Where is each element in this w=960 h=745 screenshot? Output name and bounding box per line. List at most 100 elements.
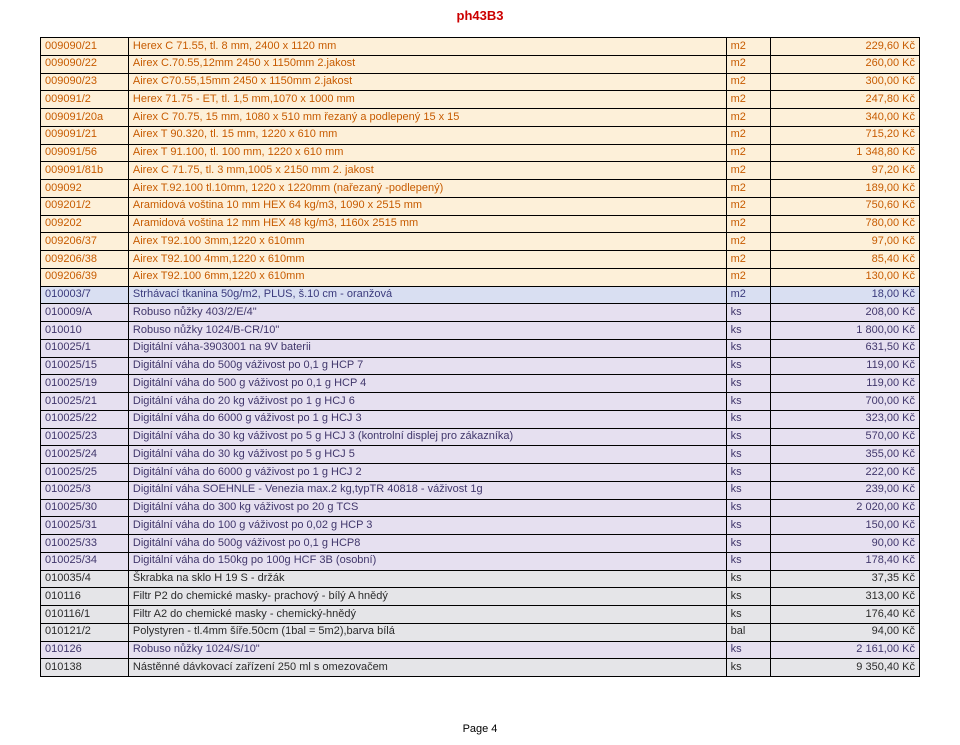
- cell-price: 37,35 Kč: [770, 570, 919, 588]
- table-row: 010025/15Digitální váha do 500g váživost…: [41, 357, 920, 375]
- cell-unit: ks: [726, 552, 770, 570]
- cell-unit: m2: [726, 91, 770, 109]
- table-row: 010025/1Digitální váha-3903001 na 9V bat…: [41, 339, 920, 357]
- cell-desc: Airex T 91.100, tl. 100 mm, 1220 x 610 m…: [128, 144, 726, 162]
- cell-desc: Robuso nůžky 403/2/E/4": [128, 304, 726, 322]
- cell-price: 340,00 Kč: [770, 109, 919, 127]
- cell-unit: ks: [726, 322, 770, 340]
- cell-price: 780,00 Kč: [770, 215, 919, 233]
- cell-unit: m2: [726, 180, 770, 198]
- cell-price: 94,00 Kč: [770, 623, 919, 641]
- cell-unit: ks: [726, 499, 770, 517]
- cell-unit: ks: [726, 481, 770, 499]
- cell-code: 009201/2: [41, 197, 129, 215]
- table-row: 010009/ARobuso nůžky 403/2/E/4"ks208,00 …: [41, 304, 920, 322]
- cell-code: 010025/33: [41, 535, 129, 553]
- cell-price: 90,00 Kč: [770, 535, 919, 553]
- cell-desc: Digitální váha do 100 g váživost po 0,02…: [128, 517, 726, 535]
- cell-code: 010025/23: [41, 428, 129, 446]
- table-row: 009090/23Airex C70.55,15mm 2450 x 1150mm…: [41, 73, 920, 91]
- cell-unit: m2: [726, 38, 770, 56]
- cell-desc: Filtr A2 do chemické masky - chemický-hn…: [128, 606, 726, 624]
- cell-desc: Airex C 71.75, tl. 3 mm,1005 x 2150 mm 2…: [128, 162, 726, 180]
- cell-desc: Airex T 90.320, tl. 15 mm, 1220 x 610 mm: [128, 126, 726, 144]
- cell-price: 570,00 Kč: [770, 428, 919, 446]
- cell-price: 2 020,00 Kč: [770, 499, 919, 517]
- cell-price: 97,20 Kč: [770, 162, 919, 180]
- cell-price: 1 348,80 Kč: [770, 144, 919, 162]
- table-row: 009090/21Herex C 71.55, tl. 8 mm, 2400 x…: [41, 38, 920, 56]
- cell-unit: m2: [726, 286, 770, 304]
- cell-unit: m2: [726, 268, 770, 286]
- cell-code: 010121/2: [41, 623, 129, 641]
- cell-price: 2 161,00 Kč: [770, 641, 919, 659]
- cell-code: 010009/A: [41, 304, 129, 322]
- table-row: 009206/39Airex T92.100 6mm,1220 x 610mmm…: [41, 268, 920, 286]
- cell-unit: ks: [726, 446, 770, 464]
- cell-desc: Digitální váha do 300 kg váživost po 20 …: [128, 499, 726, 517]
- cell-price: 239,00 Kč: [770, 481, 919, 499]
- cell-desc: Digitální váha do 500g váživost po 0,1 g…: [128, 535, 726, 553]
- cell-unit: m2: [726, 55, 770, 73]
- cell-unit: ks: [726, 410, 770, 428]
- cell-unit: ks: [726, 535, 770, 553]
- cell-code: 010025/34: [41, 552, 129, 570]
- cell-code: 009092: [41, 180, 129, 198]
- cell-unit: ks: [726, 517, 770, 535]
- cell-price: 247,80 Kč: [770, 91, 919, 109]
- cell-price: 208,00 Kč: [770, 304, 919, 322]
- cell-price: 130,00 Kč: [770, 268, 919, 286]
- cell-price: 323,00 Kč: [770, 410, 919, 428]
- cell-unit: m2: [726, 233, 770, 251]
- cell-code: 009090/21: [41, 38, 129, 56]
- cell-unit: ks: [726, 304, 770, 322]
- page-title: ph43B3: [0, 0, 960, 37]
- cell-unit: m2: [726, 197, 770, 215]
- cell-unit: ks: [726, 357, 770, 375]
- table-row: 010003/7Strhávací tkanina 50g/m2, PLUS, …: [41, 286, 920, 304]
- cell-price: 176,40 Kč: [770, 606, 919, 624]
- table-row: 009091/20aAirex C 70.75, 15 mm, 1080 x 5…: [41, 109, 920, 127]
- cell-code: 010116: [41, 588, 129, 606]
- cell-unit: ks: [726, 428, 770, 446]
- cell-desc: Digitální váha-3903001 na 9V baterii: [128, 339, 726, 357]
- cell-code: 010025/31: [41, 517, 129, 535]
- cell-desc: Digitální váha do 500 g váživost po 0,1 …: [128, 375, 726, 393]
- cell-code: 010126: [41, 641, 129, 659]
- cell-price: 715,20 Kč: [770, 126, 919, 144]
- table-row: 010025/22Digitální váha do 6000 g váživo…: [41, 410, 920, 428]
- table-row: 010025/30Digitální váha do 300 kg váživo…: [41, 499, 920, 517]
- cell-desc: Robuso nůžky 1024/B-CR/10": [128, 322, 726, 340]
- cell-unit: ks: [726, 375, 770, 393]
- cell-code: 009206/39: [41, 268, 129, 286]
- table-row: 010025/24Digitální váha do 30 kg váživos…: [41, 446, 920, 464]
- table-row: 010025/25Digitální váha do 6000 g váživo…: [41, 464, 920, 482]
- cell-price: 700,00 Kč: [770, 393, 919, 411]
- cell-code: 009206/37: [41, 233, 129, 251]
- cell-price: 313,00 Kč: [770, 588, 919, 606]
- cell-price: 119,00 Kč: [770, 375, 919, 393]
- cell-code: 009091/56: [41, 144, 129, 162]
- cell-desc: Herex 71.75 - ET, tl. 1,5 mm,1070 x 1000…: [128, 91, 726, 109]
- table-row: 010025/19Digitální váha do 500 g váživos…: [41, 375, 920, 393]
- cell-code: 010025/19: [41, 375, 129, 393]
- cell-price: 631,50 Kč: [770, 339, 919, 357]
- cell-desc: Digitální váha do 150kg po 100g HCF 3B (…: [128, 552, 726, 570]
- cell-desc: Filtr P2 do chemické masky- prachový - b…: [128, 588, 726, 606]
- table-row: 010121/2Polystyren - tl.4mm šíře.50cm (1…: [41, 623, 920, 641]
- table-row: 010010Robuso nůžky 1024/B-CR/10"ks1 800,…: [41, 322, 920, 340]
- cell-price: 150,00 Kč: [770, 517, 919, 535]
- table-row: 010025/31Digitální váha do 100 g váživos…: [41, 517, 920, 535]
- table-row: 009091/56Airex T 91.100, tl. 100 mm, 122…: [41, 144, 920, 162]
- table-row: 010116/1Filtr A2 do chemické masky - che…: [41, 606, 920, 624]
- cell-unit: ks: [726, 641, 770, 659]
- cell-code: 010010: [41, 322, 129, 340]
- cell-code: 010025/3: [41, 481, 129, 499]
- cell-desc: Digitální váha do 30 kg váživost po 5 g …: [128, 446, 726, 464]
- cell-price: 9 350,40 Kč: [770, 659, 919, 677]
- cell-code: 009091/2: [41, 91, 129, 109]
- cell-price: 189,00 Kč: [770, 180, 919, 198]
- cell-desc: Herex C 71.55, tl. 8 mm, 2400 x 1120 mm: [128, 38, 726, 56]
- table-row: 009202Aramidová voština 12 mm HEX 48 kg/…: [41, 215, 920, 233]
- cell-price: 300,00 Kč: [770, 73, 919, 91]
